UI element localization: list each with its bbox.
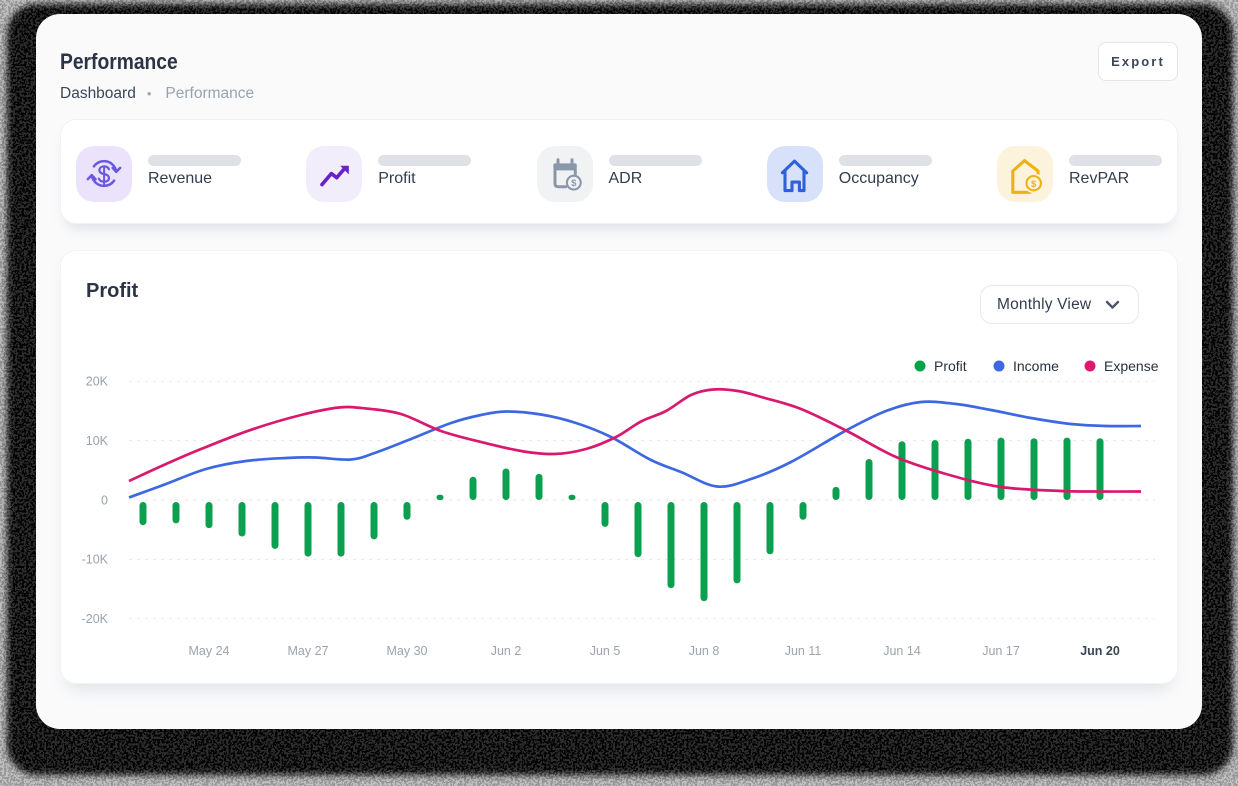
- svg-text:$: $: [571, 178, 577, 189]
- svg-text:Expense: Expense: [1104, 358, 1159, 374]
- svg-text:Jun 17: Jun 17: [982, 644, 1020, 658]
- svg-text:Jun 8: Jun 8: [689, 644, 720, 658]
- svg-text:May 27: May 27: [288, 644, 329, 658]
- svg-text:Jun 5: Jun 5: [590, 644, 621, 658]
- svg-text:Jun 11: Jun 11: [785, 644, 822, 658]
- svg-text:Jun 20: Jun 20: [1080, 644, 1120, 658]
- svg-text:Jun 2: Jun 2: [491, 644, 522, 658]
- svg-text:May 30: May 30: [387, 644, 428, 658]
- svg-text:$: $: [1031, 179, 1037, 190]
- svg-text:Jun 14: Jun 14: [883, 644, 921, 658]
- svg-text:May 24: May 24: [189, 644, 230, 658]
- svg-text:-20K: -20K: [82, 612, 109, 626]
- svg-text:20K: 20K: [86, 375, 109, 389]
- svg-text:Profit: Profit: [934, 358, 967, 374]
- svg-text:0: 0: [101, 493, 108, 507]
- svg-text:Income: Income: [1013, 358, 1059, 374]
- svg-text:10K: 10K: [86, 434, 109, 448]
- svg-text:-10K: -10K: [82, 553, 109, 567]
